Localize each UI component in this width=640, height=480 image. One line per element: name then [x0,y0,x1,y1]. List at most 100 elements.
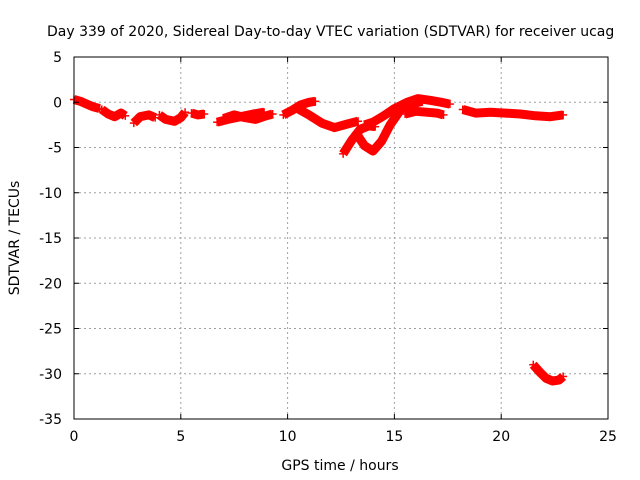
data-point [311,97,320,106]
data-point [559,110,568,119]
data-point [531,111,540,120]
data-point [351,129,360,138]
data-point [200,110,209,119]
y-tick-label: -10 [39,186,62,202]
data-point [360,141,369,150]
chart-title: Day 339 of 2020, Sidereal Day-to-day VTE… [47,24,614,40]
data-point [377,137,386,146]
series-track-12 [360,94,454,130]
data-point [529,360,538,369]
y-tick-label: -30 [39,367,62,383]
data-point [97,105,106,114]
data-point [110,112,119,121]
data-point [121,111,130,120]
series-track-15 [529,360,568,386]
data-points [70,94,568,386]
data-point [161,115,170,124]
y-tick-label: 0 [53,95,62,111]
series-track-2 [97,105,130,122]
data-point [193,110,202,119]
y-tick-label: -15 [39,231,62,247]
data-point [386,120,395,129]
data-point [535,367,544,376]
data-point [422,108,431,117]
data-point [240,113,249,122]
data-point [262,111,271,120]
data-point [339,149,348,158]
data-point [390,104,399,113]
data-point [317,119,326,128]
x-tick-label: 5 [176,429,185,445]
series-track-4 [155,108,190,126]
data-point [287,106,296,115]
x-tick-label: 15 [385,429,403,445]
data-point [439,110,448,119]
data-point [554,376,563,385]
data-point [155,110,164,119]
y-tick-label: -5 [48,141,62,157]
data-point [347,136,356,145]
data-point [170,117,179,126]
data-point [279,110,288,119]
data-point [82,100,91,109]
data-point [89,102,98,111]
x-axis-label: GPS time / hours [281,458,398,474]
data-point [116,109,125,118]
series-track-3 [129,110,160,128]
data-point [213,118,222,127]
data-point [426,96,435,105]
x-tick-label: 20 [492,429,510,445]
data-point [187,109,196,118]
axis-ticks: 0 5 10 15 20 25 5 0 -5 -10 -15 -20 -25 -30 -35 [39,50,617,445]
data-point [251,115,260,124]
data-point [136,112,145,121]
data-point [403,98,412,107]
y-axis-label: SDTVAR / TECUs [7,181,23,296]
data-point [304,110,313,119]
data-point [129,119,138,128]
x-tick-label: 0 [70,429,79,445]
data-point [354,117,363,126]
x-tick-label: 10 [279,429,297,445]
data-point [343,119,352,128]
data-point [542,374,551,383]
data-point [230,110,239,119]
data-point [458,105,467,114]
data-point [401,110,410,119]
data-point [437,98,446,107]
data-point [144,110,153,119]
series-track-5 [187,108,209,120]
data-point [292,103,301,112]
data-point [559,372,568,381]
data-point [548,376,557,385]
series-track-14 [458,105,568,122]
data-point [445,100,454,109]
data-point [486,108,495,117]
data-point [76,97,85,106]
data-point [546,112,555,121]
data-point [104,110,113,119]
series-track-7 [219,109,277,124]
y-tick-label: 5 [53,50,62,66]
data-point [433,109,442,118]
y-tick-label: -20 [39,276,62,292]
x-tick-label: 25 [599,429,617,445]
data-point [369,147,378,156]
data-point [516,110,525,119]
y-tick-label: -35 [39,412,62,428]
data-point [471,109,480,118]
data-point [219,114,228,123]
data-point [304,98,313,107]
data-point [181,108,190,117]
series-track-13 [401,106,448,120]
data-point [413,94,422,103]
series-track-9 [292,103,363,133]
data-point [268,110,277,119]
series-band [130,110,157,127]
data-point [501,109,510,118]
data-point [176,113,185,122]
data-point [379,111,388,120]
data-point [411,107,420,116]
